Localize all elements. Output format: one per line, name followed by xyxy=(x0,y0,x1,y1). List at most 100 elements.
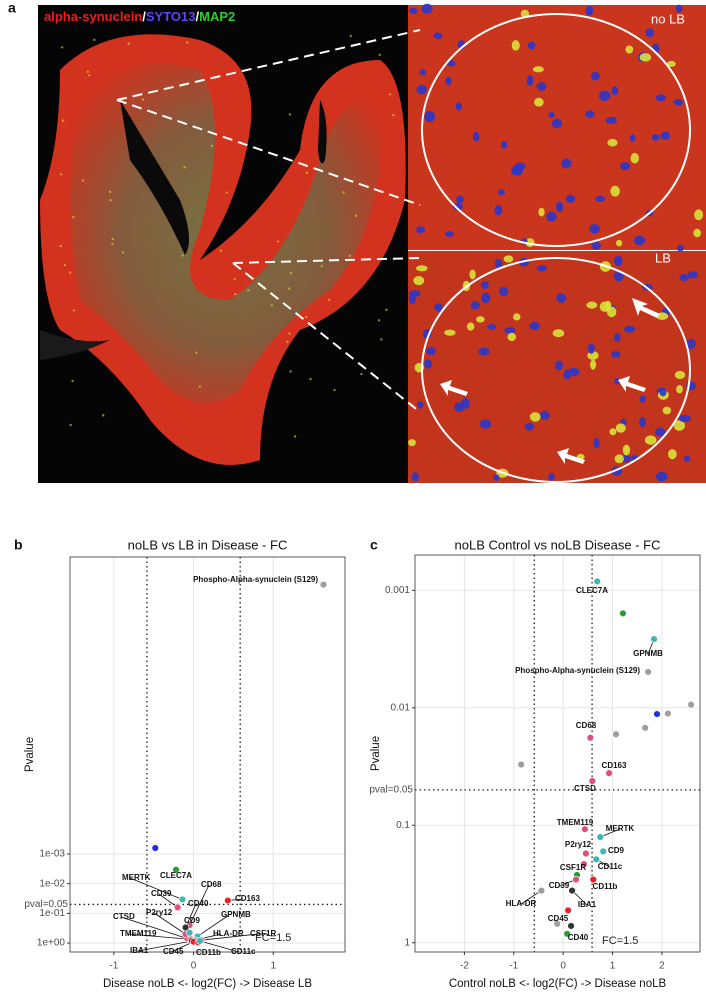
cell xyxy=(565,194,576,203)
cell xyxy=(479,419,492,429)
cell xyxy=(210,144,213,147)
cell xyxy=(609,428,617,436)
cell xyxy=(426,346,436,356)
cell xyxy=(585,110,595,118)
cell xyxy=(86,70,90,74)
cell xyxy=(529,412,541,422)
cell xyxy=(287,287,291,290)
data-point xyxy=(568,886,576,895)
legend-entry: SYTO13 xyxy=(146,9,196,24)
chart: 1e-03 1e-02 1e-01 1e+00 -1 0 1 pval=0.05 FC=1.5 P… xyxy=(14,537,346,990)
point-label: IBA1 xyxy=(578,900,597,909)
arrow xyxy=(618,376,646,392)
label-leader xyxy=(129,877,183,900)
cell xyxy=(289,370,292,373)
cell xyxy=(121,251,125,254)
pval-label: pval=0.05 xyxy=(369,785,413,796)
cell xyxy=(111,243,114,246)
cell xyxy=(305,171,309,175)
cell xyxy=(607,138,618,147)
x-tick-label: 2 xyxy=(659,961,665,972)
cell xyxy=(445,76,452,86)
cell xyxy=(141,98,145,101)
cell xyxy=(563,369,571,380)
cell xyxy=(655,94,667,102)
point-label: CLEC7A xyxy=(160,871,192,880)
label-leader xyxy=(153,912,186,935)
cell xyxy=(686,338,696,349)
cell xyxy=(408,290,421,298)
label-leader xyxy=(137,940,193,952)
cell xyxy=(593,437,600,449)
cell xyxy=(613,255,623,267)
cell xyxy=(585,5,594,16)
zoom-line xyxy=(116,99,421,206)
cell xyxy=(416,401,424,409)
charts: 1e-03 1e-02 1e-01 1e+00 -1 0 1 pval=0.05 FC=1.5 P… xyxy=(14,537,701,990)
point-label: CSF1R xyxy=(250,929,276,938)
cell xyxy=(327,298,331,302)
data-point xyxy=(687,700,695,709)
cell xyxy=(613,270,624,282)
cell xyxy=(513,313,521,321)
cell xyxy=(527,41,536,50)
inset-label: no LB xyxy=(651,11,685,26)
data-point xyxy=(178,895,187,904)
data-point xyxy=(172,866,180,874)
cell xyxy=(660,131,671,140)
cell xyxy=(683,455,691,462)
cell xyxy=(655,427,666,437)
cell xyxy=(413,276,425,286)
legend-entry: / xyxy=(196,9,200,24)
plot-border xyxy=(69,556,346,953)
cell xyxy=(385,308,388,311)
cell xyxy=(586,301,598,309)
point-label: IBA1 xyxy=(130,946,149,955)
data-point xyxy=(151,844,159,852)
zoom-line xyxy=(232,262,421,413)
point-label: CD40 xyxy=(188,899,209,908)
cell xyxy=(493,474,500,481)
cell xyxy=(556,293,567,303)
data-point xyxy=(224,896,232,905)
point-label: CD39 xyxy=(151,889,172,898)
panel-label: a xyxy=(8,0,16,16)
point-label: CD45 xyxy=(548,914,569,923)
cell xyxy=(111,237,114,241)
cell xyxy=(639,395,646,403)
label-leader xyxy=(199,940,240,953)
cell xyxy=(392,114,395,117)
point-label: TMEM119 xyxy=(120,929,157,938)
cell xyxy=(293,435,297,438)
point-label: GPNMB xyxy=(633,649,663,658)
cell xyxy=(305,315,308,319)
x-tick-label: 0 xyxy=(191,961,197,972)
cell xyxy=(480,281,489,289)
cell xyxy=(288,113,292,116)
label-leader xyxy=(520,890,542,905)
cell xyxy=(234,292,237,296)
cell xyxy=(629,134,636,142)
cell xyxy=(380,338,383,341)
cell xyxy=(548,473,555,482)
cell xyxy=(538,207,545,217)
y-tick-label: 0.001 xyxy=(385,585,410,596)
cell xyxy=(447,60,456,67)
data-point xyxy=(664,709,672,718)
cell xyxy=(60,46,64,49)
y-tick-label: 1 xyxy=(404,937,410,948)
point-label: CD11b xyxy=(593,882,618,891)
data-point xyxy=(517,760,525,769)
cell xyxy=(348,254,351,258)
cell xyxy=(59,173,63,176)
legend-entry: alpha-synuclein xyxy=(44,9,142,24)
x-tick-label: 0 xyxy=(560,961,566,972)
cell xyxy=(633,235,646,246)
label-leader xyxy=(120,916,188,939)
cell xyxy=(529,322,540,331)
inset-circle xyxy=(421,257,691,483)
y-axis-title: Pvalue xyxy=(370,736,382,771)
data-point xyxy=(567,922,575,930)
